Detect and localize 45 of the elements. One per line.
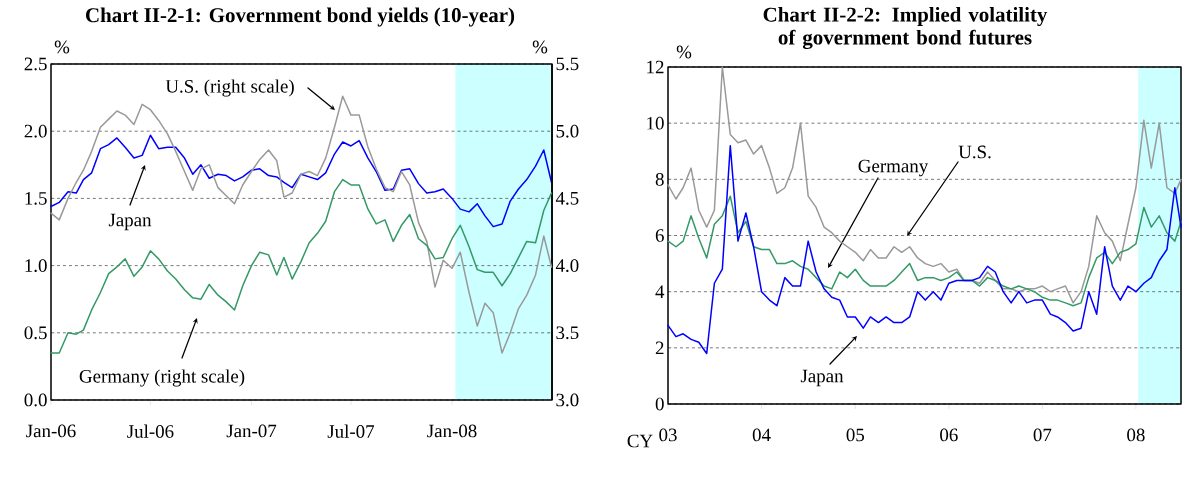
y-tick-label: 2.5 (24, 57, 47, 71)
y-axis-title: % (54, 40, 70, 54)
y2-tick-label: 5.0 (556, 124, 579, 138)
line-series (50, 178, 553, 354)
y2-tick-label: 4.0 (555, 259, 579, 273)
y2-tick-label: 3.5 (556, 326, 579, 340)
y2-axis-title: % (532, 40, 548, 54)
line-series (50, 95, 553, 354)
y-axis-title: % (676, 45, 692, 59)
annotation: Germany (right scale) (79, 369, 245, 387)
x-tick-label: 03 (659, 428, 677, 442)
chart-title: Chart II-2-2: Implied volatility of government bond futures (763, 6, 1048, 50)
y-tick-label: 10 (647, 116, 664, 130)
y-tick-label: 6 (655, 229, 664, 242)
annotation: Germany (858, 159, 929, 177)
annotation: U.S. (958, 145, 991, 159)
x-tick-label: Jul-07 (327, 424, 375, 438)
y-tick-label: 4 (655, 285, 665, 298)
y2-tick-label: 3.0 (556, 393, 579, 407)
x-tick-label: Jan-08 (427, 424, 477, 438)
y2-tick-label: 5.5 (556, 57, 579, 71)
line-series (667, 66, 1182, 304)
y-tick-label: 12 (647, 60, 664, 74)
x-tick-label: Jul-06 (127, 424, 174, 438)
annotation: U.S. (right scale) (165, 79, 294, 97)
x-tick-label: 07 (1033, 428, 1052, 442)
x-tick-label: 04 (752, 428, 771, 442)
y-tick-label: 0.5 (24, 326, 47, 340)
x-tick-label: Jan-06 (26, 424, 76, 438)
x-tick-label: 05 (846, 428, 865, 442)
annotation: Japan (800, 369, 844, 387)
y-tick-label: 1.5 (25, 192, 47, 205)
chart-title: Chart II-2-1: Government bond yields (10-year) (86, 7, 515, 27)
annotation: Japan (108, 213, 152, 231)
y-tick-label: 2.0 (24, 124, 47, 138)
y-tick-label: 8 (655, 172, 664, 186)
y-tick-label: 2 (655, 341, 664, 355)
x-axis-title: CY (627, 434, 653, 448)
x-tick-label: 06 (940, 428, 958, 442)
y2-tick-label: 4.5 (555, 192, 579, 205)
x-tick-label: 08 (1127, 428, 1145, 442)
x-tick-label: Jan-07 (226, 424, 277, 438)
y-tick-label: 0 (655, 397, 664, 411)
y-tick-label: 1.0 (25, 259, 47, 273)
y-tick-label: 0.0 (24, 393, 47, 407)
